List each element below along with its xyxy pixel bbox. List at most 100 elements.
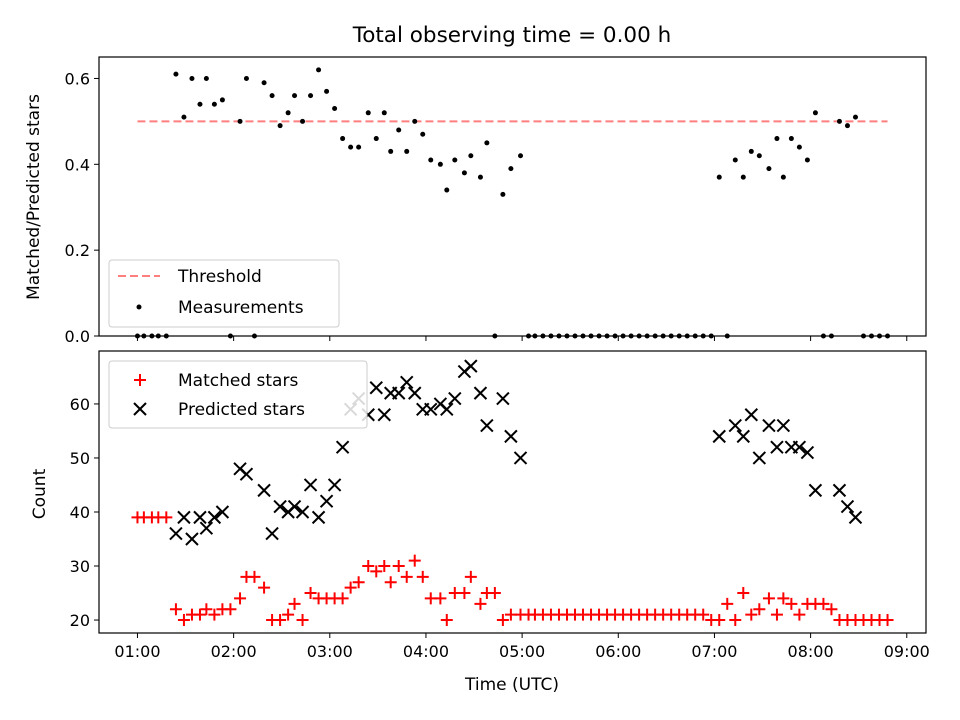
predicted-stars-point bbox=[327, 478, 342, 492]
predicted-stars-point bbox=[335, 440, 350, 454]
top-panel: Total observing time = 0.00 h Matched/Pr… bbox=[24, 23, 927, 346]
measurement-point bbox=[484, 140, 490, 146]
matched-stars-point bbox=[458, 587, 471, 600]
bottom-panel-ylabel: Count bbox=[30, 468, 50, 519]
legend-measurements-label: Measurements bbox=[178, 298, 304, 318]
matched-stars-point bbox=[224, 603, 237, 616]
matched-stars-point bbox=[208, 608, 221, 621]
y-tick-label: 20 bbox=[70, 611, 90, 630]
matched-stars-point bbox=[352, 576, 365, 589]
predicted-stars-point bbox=[391, 386, 406, 400]
measurement-point bbox=[316, 67, 322, 73]
predicted-stars-point bbox=[448, 391, 462, 406]
measurement-point bbox=[388, 148, 394, 154]
matched-stars-point bbox=[234, 592, 247, 605]
measurement-point bbox=[780, 174, 786, 180]
predicted-stars-point bbox=[257, 483, 271, 498]
measurement-point bbox=[812, 110, 818, 116]
matched-stars-point bbox=[282, 608, 295, 621]
bottom-plot-marks bbox=[131, 359, 894, 627]
measurement-point bbox=[404, 148, 410, 154]
legend-predicted-label: Predicted stars bbox=[178, 400, 305, 420]
matched-stars-point bbox=[721, 597, 734, 610]
x-tick-label: 08:00 bbox=[788, 642, 834, 661]
predicted-stars-point bbox=[199, 521, 214, 535]
matched-stars-point bbox=[169, 603, 182, 616]
measurement-point bbox=[243, 75, 249, 81]
x-tick-label: 05:00 bbox=[499, 642, 545, 661]
y-tick-label: 50 bbox=[70, 449, 90, 468]
measurement-point bbox=[477, 174, 483, 180]
matched-stars-point bbox=[378, 560, 391, 573]
measurement-point bbox=[189, 75, 195, 81]
measurement-point bbox=[396, 127, 402, 133]
matched-stars-point bbox=[777, 592, 790, 605]
legend-measurements-swatch bbox=[136, 304, 142, 310]
legend-matched-swatch bbox=[134, 374, 146, 386]
x-tick-label: 09:00 bbox=[884, 642, 930, 661]
matched-stars-point bbox=[729, 614, 742, 627]
measurement-point bbox=[292, 93, 298, 99]
predicted-stars-point bbox=[408, 386, 422, 400]
measurement-point bbox=[716, 174, 722, 180]
predicted-stars-point bbox=[319, 494, 334, 508]
measurement-point bbox=[197, 101, 203, 107]
measurement-point bbox=[324, 88, 330, 94]
x-tick-label: 02:00 bbox=[211, 642, 257, 661]
measurement-point bbox=[348, 144, 354, 150]
matched-stars-point bbox=[770, 608, 783, 621]
measurement-point bbox=[308, 93, 314, 99]
measurement-point bbox=[756, 153, 762, 159]
top-axis-ticks: 0.0 0.2 0.4 0.6 bbox=[65, 69, 908, 346]
measurement-point bbox=[365, 110, 371, 116]
predicted-stars-point bbox=[207, 510, 222, 525]
measurement-point bbox=[332, 106, 338, 112]
matched-stars-point bbox=[440, 614, 453, 627]
measurement-point bbox=[437, 161, 443, 167]
measurement-point bbox=[181, 114, 187, 120]
measurement-point bbox=[277, 123, 283, 129]
bottom-panel-xlabel: Time (UTC) bbox=[464, 675, 559, 695]
measurement-point bbox=[428, 157, 434, 163]
matched-stars-point bbox=[488, 587, 501, 600]
measurement-point bbox=[412, 118, 418, 124]
measurement-point bbox=[774, 136, 780, 142]
bottom-legend: Matched stars Predicted stars bbox=[108, 360, 368, 429]
predicted-stars-point bbox=[239, 467, 254, 481]
measurement-point bbox=[219, 97, 225, 103]
measurement-point bbox=[300, 118, 306, 124]
matched-stars-point bbox=[344, 581, 357, 594]
matched-stars-point bbox=[193, 608, 206, 621]
predicted-stars-point bbox=[473, 386, 488, 400]
measurement-point bbox=[788, 136, 794, 142]
predicted-stars-point bbox=[744, 408, 759, 422]
matched-stars-point bbox=[793, 608, 806, 621]
bottom-axis-ticks: 20 30 40 50 60 01:00 02:00 03:00 04:00 05:00 06:00… bbox=[70, 395, 930, 661]
measurement-point bbox=[340, 136, 346, 142]
measurement-point bbox=[203, 75, 209, 81]
measurement-point bbox=[373, 136, 379, 142]
matched-stars-point bbox=[336, 592, 349, 605]
measurement-point bbox=[766, 166, 772, 172]
predicted-stars-point bbox=[303, 478, 318, 492]
x-tick-label: 03:00 bbox=[307, 642, 353, 661]
measurement-point bbox=[381, 110, 387, 116]
predicted-stars-point bbox=[832, 483, 847, 498]
predicted-stars-point bbox=[193, 510, 207, 525]
predicted-stars-point bbox=[177, 510, 191, 525]
matched-stars-point bbox=[416, 570, 429, 583]
predicted-stars-point bbox=[762, 418, 776, 433]
predicted-stars-point bbox=[377, 408, 391, 422]
matched-stars-point bbox=[825, 603, 838, 616]
y-tick-label: 40 bbox=[70, 503, 90, 522]
matched-stars-point bbox=[697, 608, 710, 621]
matched-stars-point bbox=[177, 614, 190, 627]
predicted-stars-point bbox=[728, 418, 742, 433]
measurement-point bbox=[844, 123, 850, 129]
measurement-point bbox=[748, 148, 754, 154]
predicted-stars-point bbox=[369, 381, 383, 395]
predicted-stars-point bbox=[800, 445, 815, 460]
bottom-legend-box bbox=[108, 360, 368, 429]
measurement-point bbox=[269, 93, 275, 99]
